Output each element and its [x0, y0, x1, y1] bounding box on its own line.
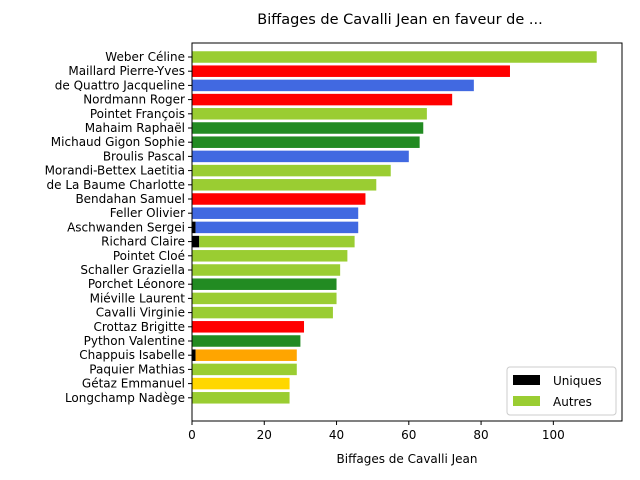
y-tick-label: Weber Céline: [105, 50, 185, 64]
y-tick-label: Aschwanden Sergei: [67, 220, 185, 234]
bar-autres-18: [192, 306, 333, 319]
x-tick-label: 20: [257, 428, 272, 442]
y-tick-label: Morandi-Bettex Laetitia: [45, 164, 185, 178]
x-tick-label: 60: [401, 428, 416, 442]
bar-autres-1: [192, 65, 510, 77]
bar-autres-16: [192, 278, 337, 290]
bars-group: [192, 51, 597, 404]
bar-autres-21: [195, 349, 297, 361]
y-tick-label: Miéville Laurent: [90, 291, 186, 305]
bar-autres-4: [192, 108, 427, 120]
bar-autres-9: [192, 179, 377, 191]
bar-autres-19: [192, 321, 305, 333]
bar-autres-12: [195, 221, 359, 234]
plot-frame: [191, 42, 623, 422]
bar-autres-13: [199, 235, 355, 248]
y-tick-label: de Quattro Jacqueline: [55, 78, 185, 92]
legend-label-uniques: Uniques: [553, 374, 602, 388]
y-tick-label: Python Valentine: [84, 334, 185, 348]
legend-swatch-autres: [513, 396, 540, 406]
bar-autres-20: [192, 335, 301, 347]
bar-uniques-13: [192, 235, 200, 248]
chart-title: Biffages de Cavalli Jean en faveur de ..…: [257, 12, 542, 28]
bar-autres-0: [192, 51, 597, 63]
x-ticks: 0 20 40 60 80 100: [188, 421, 565, 442]
legend-label-autres: Autres: [553, 395, 592, 409]
y-tick-label: Pointet Cloé: [113, 249, 185, 263]
bar-autres-17: [192, 292, 337, 305]
x-tick-label: 40: [329, 428, 344, 442]
y-tick-label: Chappuis Isabelle: [79, 348, 185, 362]
y-tick-label: Richard Claire: [101, 235, 185, 249]
bar-autres-22: [192, 363, 297, 376]
bar-autres-8: [192, 164, 391, 177]
bar-autres-11: [192, 207, 359, 219]
bar-autres-7: [192, 150, 409, 163]
legend: Uniques Autres: [506, 366, 617, 416]
x-tick-label: 80: [473, 428, 488, 442]
y-tick-label: Feller Olivier: [110, 206, 185, 220]
bar-autres-15: [192, 264, 341, 276]
bar-autres-24: [192, 392, 290, 404]
bar-autres-3: [192, 93, 453, 106]
bar-autres-6: [192, 136, 420, 148]
y-tick-label: Mahaim Raphaël: [85, 121, 185, 135]
x-tick-label: 100: [542, 428, 565, 442]
bar-autres-10: [192, 193, 366, 205]
bar-autres-5: [192, 122, 424, 134]
y-tick-label: Maillard Pierre-Yves: [68, 64, 185, 78]
bar-autres-14: [192, 250, 348, 262]
y-tick-label: Longchamp Nadège: [65, 391, 185, 405]
x-tick-label: 0: [188, 428, 196, 442]
y-tick-label: Schaller Graziella: [80, 263, 185, 277]
y-tick-label: Broulis Pascal: [103, 149, 185, 163]
y-tick-label: Gétaz Emmanuel: [82, 377, 185, 391]
x-axis-label: Biffages de Cavalli Jean: [337, 452, 478, 466]
y-tick-label: de La Baume Charlotte: [47, 178, 186, 192]
y-tick-label: Bendahan Samuel: [75, 192, 185, 206]
bar-autres-23: [192, 377, 290, 390]
bar-uniques-21: [192, 349, 196, 361]
bar-autres-2: [192, 79, 474, 92]
bar-uniques-12: [192, 221, 196, 234]
y-tick-label: Crottaz Brigitte: [93, 320, 185, 334]
y-tick-label: Michaud Gigon Sophie: [51, 135, 185, 149]
legend-swatch-uniques: [513, 375, 540, 385]
y-tick-label: Pointet François: [90, 107, 185, 121]
y-tick-label: Cavalli Virginie: [96, 306, 185, 320]
y-tick-label: Paquier Mathias: [89, 362, 185, 376]
y-tick-label: Nordmann Roger: [83, 93, 185, 107]
y-tick-label: Porchet Léonore: [88, 277, 185, 291]
